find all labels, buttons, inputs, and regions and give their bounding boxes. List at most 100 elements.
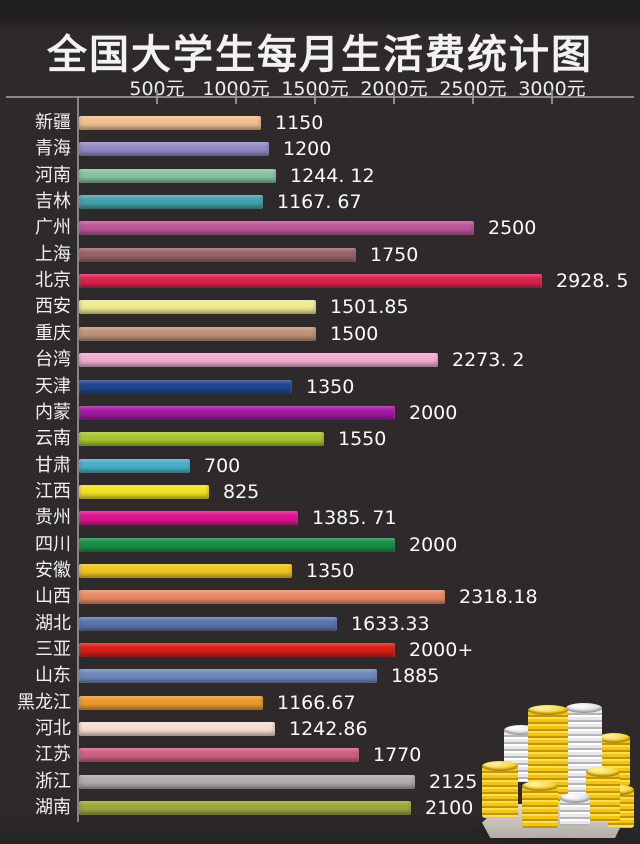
bar-row: 广州 2500 xyxy=(0,215,640,241)
row-label: 重庆 xyxy=(35,323,71,344)
value-label: 1244. 12 xyxy=(290,165,375,187)
bar xyxy=(79,353,438,367)
bar xyxy=(79,696,263,710)
bar-row: 江苏 1770 xyxy=(0,742,640,768)
bar xyxy=(79,775,415,789)
value-label: 2500 xyxy=(488,217,537,239)
value-label: 700 xyxy=(204,455,241,477)
bar xyxy=(79,221,474,235)
bar-row: 内蒙 2000 xyxy=(0,400,640,426)
value-label: 1500 xyxy=(330,323,379,345)
bar-row: 吉林 1167. 67 xyxy=(0,189,640,215)
value-label: 1385. 71 xyxy=(312,507,397,529)
row-label: 甘肃 xyxy=(35,455,71,476)
row-label: 山东 xyxy=(35,665,71,686)
x-tick-label: 500元 xyxy=(129,78,185,100)
x-axis-line xyxy=(6,96,634,98)
bar xyxy=(79,722,275,736)
bar xyxy=(79,748,359,762)
bar-row: 云南 1550 xyxy=(0,426,640,452)
row-label: 河北 xyxy=(35,718,71,739)
gold-coin-stack xyxy=(482,761,518,818)
row-label: 湖南 xyxy=(35,797,71,818)
row-label: 山西 xyxy=(35,586,71,607)
bar-row: 湖北 1633.33 xyxy=(0,611,640,637)
value-label: 1885 xyxy=(391,665,440,687)
bar xyxy=(79,142,269,156)
row-label: 青海 xyxy=(35,138,71,159)
bar-row: 甘肃 700 xyxy=(0,453,640,479)
value-label: 2000+ xyxy=(409,639,474,661)
bar xyxy=(79,643,395,657)
row-label: 广州 xyxy=(35,217,71,238)
row-label: 吉林 xyxy=(35,191,71,212)
x-tick-label: 1000元 xyxy=(202,78,270,100)
value-label: 1633.33 xyxy=(351,613,430,635)
bar-row: 新疆 1150 xyxy=(0,110,640,136)
value-label: 2125 xyxy=(429,771,478,793)
gold-coin-stack xyxy=(586,767,620,822)
value-label: 2928. 5 xyxy=(556,270,629,292)
gold-coin-stack xyxy=(522,781,558,828)
bar xyxy=(79,801,411,815)
bar xyxy=(79,248,356,262)
x-tick-label: 3000元 xyxy=(518,78,586,100)
silver-coin-stack xyxy=(560,793,590,826)
value-label: 1550 xyxy=(338,428,387,450)
value-label: 1167. 67 xyxy=(277,191,362,213)
bar-row: 四川 2000 xyxy=(0,532,640,558)
bar xyxy=(79,511,298,525)
row-label: 黑龙江 xyxy=(17,692,71,713)
bar-row: 浙江 2125 xyxy=(0,769,640,795)
row-label: 北京 xyxy=(35,270,71,291)
row-label: 天津 xyxy=(35,376,71,397)
bar-row: 三亚 2000+ xyxy=(0,637,640,663)
row-label: 云南 xyxy=(35,428,71,449)
bar xyxy=(79,195,263,209)
row-label: 四川 xyxy=(35,534,71,555)
gold-coins-illustration xyxy=(470,686,634,844)
value-label: 1150 xyxy=(275,112,324,134)
row-label: 河南 xyxy=(35,165,71,186)
bar-row: 山东 1885 xyxy=(0,663,640,689)
bar xyxy=(79,538,395,552)
value-label: 2000 xyxy=(409,402,458,424)
row-label: 浙江 xyxy=(35,771,71,792)
bar-row: 安徽 1350 xyxy=(0,558,640,584)
row-label: 江西 xyxy=(35,481,71,502)
bar-row: 天津 1350 xyxy=(0,374,640,400)
value-label: 1350 xyxy=(306,376,355,398)
bar xyxy=(79,274,542,288)
bar-row: 河北 1242.86 xyxy=(0,716,640,742)
value-label: 1501.85 xyxy=(330,296,409,318)
bar-row: 西安 1501.85 xyxy=(0,294,640,320)
row-label: 湖北 xyxy=(35,613,71,634)
value-label: 1770 xyxy=(373,744,422,766)
bar-row: 台湾 2273. 2 xyxy=(0,347,640,373)
row-label: 台湾 xyxy=(35,349,71,370)
x-tick-label: 2500元 xyxy=(439,78,507,100)
bar xyxy=(79,459,190,473)
row-label: 内蒙 xyxy=(35,402,71,423)
row-label: 三亚 xyxy=(35,639,71,660)
row-label: 安徽 xyxy=(35,560,71,581)
row-label: 江苏 xyxy=(35,744,71,765)
value-label: 1242.86 xyxy=(289,718,368,740)
bar-row: 江西 825 xyxy=(0,479,640,505)
bar-row: 上海 1750 xyxy=(0,242,640,268)
bar xyxy=(79,300,316,314)
row-label: 新疆 xyxy=(35,112,71,133)
x-tick-label: 2000元 xyxy=(360,78,428,100)
bar-row: 北京 2928. 5 xyxy=(0,268,640,294)
bar-row: 湖南 2100 xyxy=(0,795,640,821)
value-label: 825 xyxy=(223,481,260,503)
bar xyxy=(79,169,276,183)
bar-row: 贵州 1385. 71 xyxy=(0,505,640,531)
bar xyxy=(79,116,261,130)
value-label: 1200 xyxy=(283,138,332,160)
value-label: 1750 xyxy=(370,244,419,266)
value-label: 2100 xyxy=(425,797,474,819)
value-label: 1166.67 xyxy=(277,692,356,714)
bar xyxy=(79,669,377,683)
